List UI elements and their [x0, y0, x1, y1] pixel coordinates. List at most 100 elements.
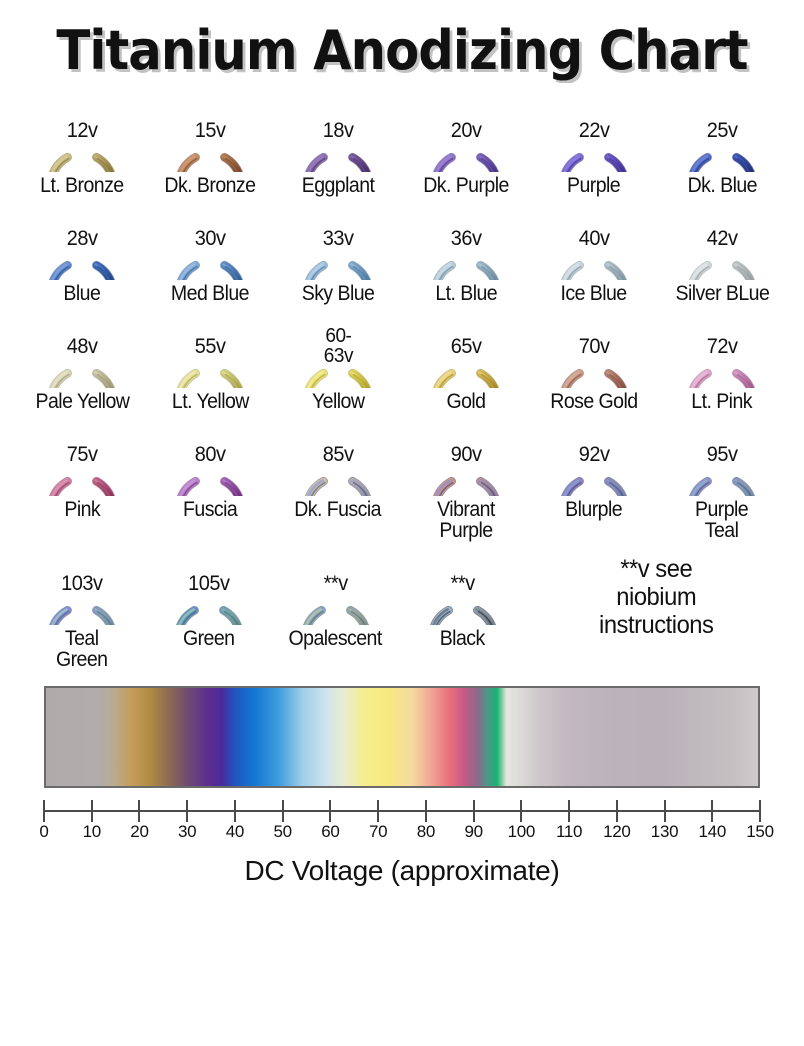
- ring-row: 12v Lt. Bronze 15v Dk. Bronze: [6, 88, 798, 197]
- ring-voltage-value: 60- 63v: [323, 325, 353, 367]
- ring-swatch-pink[interactable]: 75v Pink: [18, 412, 146, 520]
- ring-swatch-silver-blue[interactable]: 42v Silver BLue: [658, 196, 786, 305]
- ring-swatch-vibrant-purple[interactable]: 90v Vibrant Purple: [402, 412, 530, 541]
- ring-swatch-lt-yellow[interactable]: 55v Lt. Yellow: [146, 304, 274, 413]
- axis-tick: [663, 800, 666, 822]
- ring-color-name: Blurple: [565, 498, 623, 521]
- ring-color-name: Rose Gold: [550, 390, 638, 413]
- axis-tick-label: 50: [273, 822, 293, 841]
- ring-color-name: Lt. Yellow: [171, 390, 250, 413]
- anodized-ring-icon: 65v: [424, 304, 508, 388]
- ring-color-name: Sky Blue: [301, 282, 375, 305]
- ring-swatch-lt-bronze[interactable]: 12v Lt. Bronze: [18, 88, 146, 197]
- ring-color-name: Eggplant: [301, 174, 375, 197]
- ring-color-name: Med Blue: [170, 282, 250, 305]
- anodized-ring-icon: 12v: [40, 88, 124, 172]
- page-title: Titanium Anodizing Chart: [56, 19, 748, 82]
- ring-swatch-dk-purple[interactable]: 20v Dk. Purple: [402, 88, 530, 197]
- ring-swatch-lt-pink[interactable]: 72v Lt. Pink: [658, 304, 786, 412]
- anodized-ring-icon: 25v: [680, 88, 764, 172]
- ring-swatch-med-blue[interactable]: 30v Med Blue: [146, 196, 274, 305]
- axis-tick-label: 120: [603, 822, 631, 841]
- ring-voltage-value: 90v: [450, 442, 482, 466]
- ring-swatch-dk-blue[interactable]: 25v Dk. Blue: [658, 88, 786, 197]
- ring-voltage-value: 75v: [66, 442, 98, 466]
- axis-tick: [520, 800, 523, 822]
- ring-swatch-yellow[interactable]: 60- 63v Yellow: [274, 304, 402, 412]
- anodized-ring-icon: 85v: [296, 412, 380, 496]
- ring-swatch-lt-blue[interactable]: 36v Lt. Blue: [402, 196, 530, 304]
- axis-tick-label: 20: [130, 822, 149, 841]
- ring-swatch-purple[interactable]: 22v Purple: [530, 88, 658, 196]
- anodized-ring-icon: 95v: [680, 412, 764, 496]
- anodized-ring-icon: 15v: [168, 88, 252, 172]
- ring-color-name: Blue: [63, 282, 101, 305]
- ring-swatch-fuscia[interactable]: 80v Fuscia: [146, 412, 274, 520]
- ring-swatch-sky-blue[interactable]: 33v Sky Blue: [274, 196, 402, 305]
- ring-color-name: Gold: [446, 390, 486, 413]
- axis-tick-label: 40: [225, 822, 245, 841]
- axis-tick: [329, 800, 332, 822]
- ring-swatch-blue[interactable]: 28v Blue: [18, 196, 146, 304]
- anodized-ring-icon: **v: [294, 541, 378, 625]
- ring-color-name: Purple Teal: [695, 498, 749, 542]
- anodized-ring-icon: 70v: [552, 304, 636, 388]
- ring-voltage-value: 33v: [322, 226, 354, 250]
- ring-swatch-dk-fuscia[interactable]: 85v Dk. Fuscia: [274, 412, 402, 521]
- axis-tick-label: 90: [464, 822, 483, 841]
- ring-swatch-green[interactable]: 105v Green: [145, 541, 272, 649]
- ring-voltage-value: 36v: [450, 226, 482, 250]
- axis-tick-label: 100: [507, 822, 536, 841]
- axis-tick: [90, 800, 93, 822]
- ring-swatch-eggplant[interactable]: 18v Eggplant: [274, 88, 402, 197]
- axis-tick: [377, 800, 380, 822]
- ring-color-name: Green: [182, 627, 235, 650]
- ring-voltage-value: 18v: [322, 118, 354, 142]
- anodized-ring-icon: 18v: [296, 88, 380, 172]
- axis-tick-label: 0: [39, 822, 49, 841]
- ring-row: 48v Pale Yellow 55v Lt. Yellow: [6, 304, 798, 412]
- anodized-ring-icon: 105v: [167, 541, 251, 625]
- ring-swatch-gold[interactable]: 65v Gold: [402, 304, 530, 412]
- ring-swatch-purple-teal[interactable]: 95v Purple Teal: [658, 412, 786, 541]
- ring-color-name: Dk. Purple: [423, 174, 509, 197]
- ring-swatch-opalescent[interactable]: **v Opalescent: [272, 541, 399, 650]
- ring-grid: 12v Lt. Bronze 15v Dk. Bronze: [0, 82, 804, 671]
- ring-swatch-pale-yellow[interactable]: 48v Pale Yellow: [18, 304, 146, 413]
- ring-voltage-value: 12v: [66, 118, 98, 142]
- axis-tick-label: 10: [82, 822, 102, 841]
- ring-swatch-black[interactable]: **v Black: [399, 541, 526, 649]
- anodized-ring-icon: 80v: [168, 412, 252, 496]
- ring-voltage-value: 55v: [194, 334, 226, 358]
- ring-color-name: Pale Yellow: [35, 390, 129, 413]
- ring-voltage-value: 65v: [450, 334, 482, 358]
- anodized-ring-icon: 20v: [424, 88, 508, 172]
- voltage-color-spectrum-bar: [44, 686, 760, 788]
- anodized-ring-icon: 36v: [424, 196, 508, 280]
- ring-swatch-teal-green[interactable]: 103v Teal Green: [18, 541, 145, 670]
- ring-swatch-ice-blue[interactable]: 40v Ice Blue: [530, 196, 658, 305]
- ring-color-name: Ice Blue: [560, 282, 628, 305]
- ring-voltage-value: 72v: [706, 334, 738, 358]
- axis-tick: [138, 800, 141, 822]
- voltage-axis: 0 10 20 30 40 50 60 70 80 90 100 110 120 130 140 150: [39, 797, 774, 843]
- ring-swatch-blurple[interactable]: 92v Blurple: [530, 412, 658, 520]
- ring-swatch-rose-gold[interactable]: 70v Rose Gold: [530, 304, 658, 413]
- ring-color-name: Black: [440, 627, 486, 650]
- ring-color-name: Dk. Bronze: [164, 174, 256, 197]
- axis-tick-label: 130: [650, 822, 679, 841]
- ring-color-name: Purple: [567, 174, 621, 197]
- ring-color-name: Lt. Pink: [691, 390, 753, 413]
- ring-color-name: Opalescent: [288, 627, 383, 650]
- axis-tick: [424, 800, 427, 822]
- ring-voltage-value: 105v: [187, 571, 230, 595]
- axis-tick-label: 30: [178, 822, 197, 841]
- anodized-ring-icon: 22v: [552, 88, 636, 172]
- axis-tick-label: 80: [416, 822, 436, 841]
- ring-row: 28v Blue 30v Med Blue: [6, 196, 798, 304]
- ring-voltage-value: 30v: [194, 226, 226, 250]
- ring-swatch-dk-bronze[interactable]: 15v Dk. Bronze: [146, 88, 274, 197]
- niobium-note-text: **v see niobium instructions: [598, 555, 714, 639]
- anodized-ring-icon: 30v: [168, 196, 252, 280]
- ring-color-name: Lt. Bronze: [40, 174, 124, 197]
